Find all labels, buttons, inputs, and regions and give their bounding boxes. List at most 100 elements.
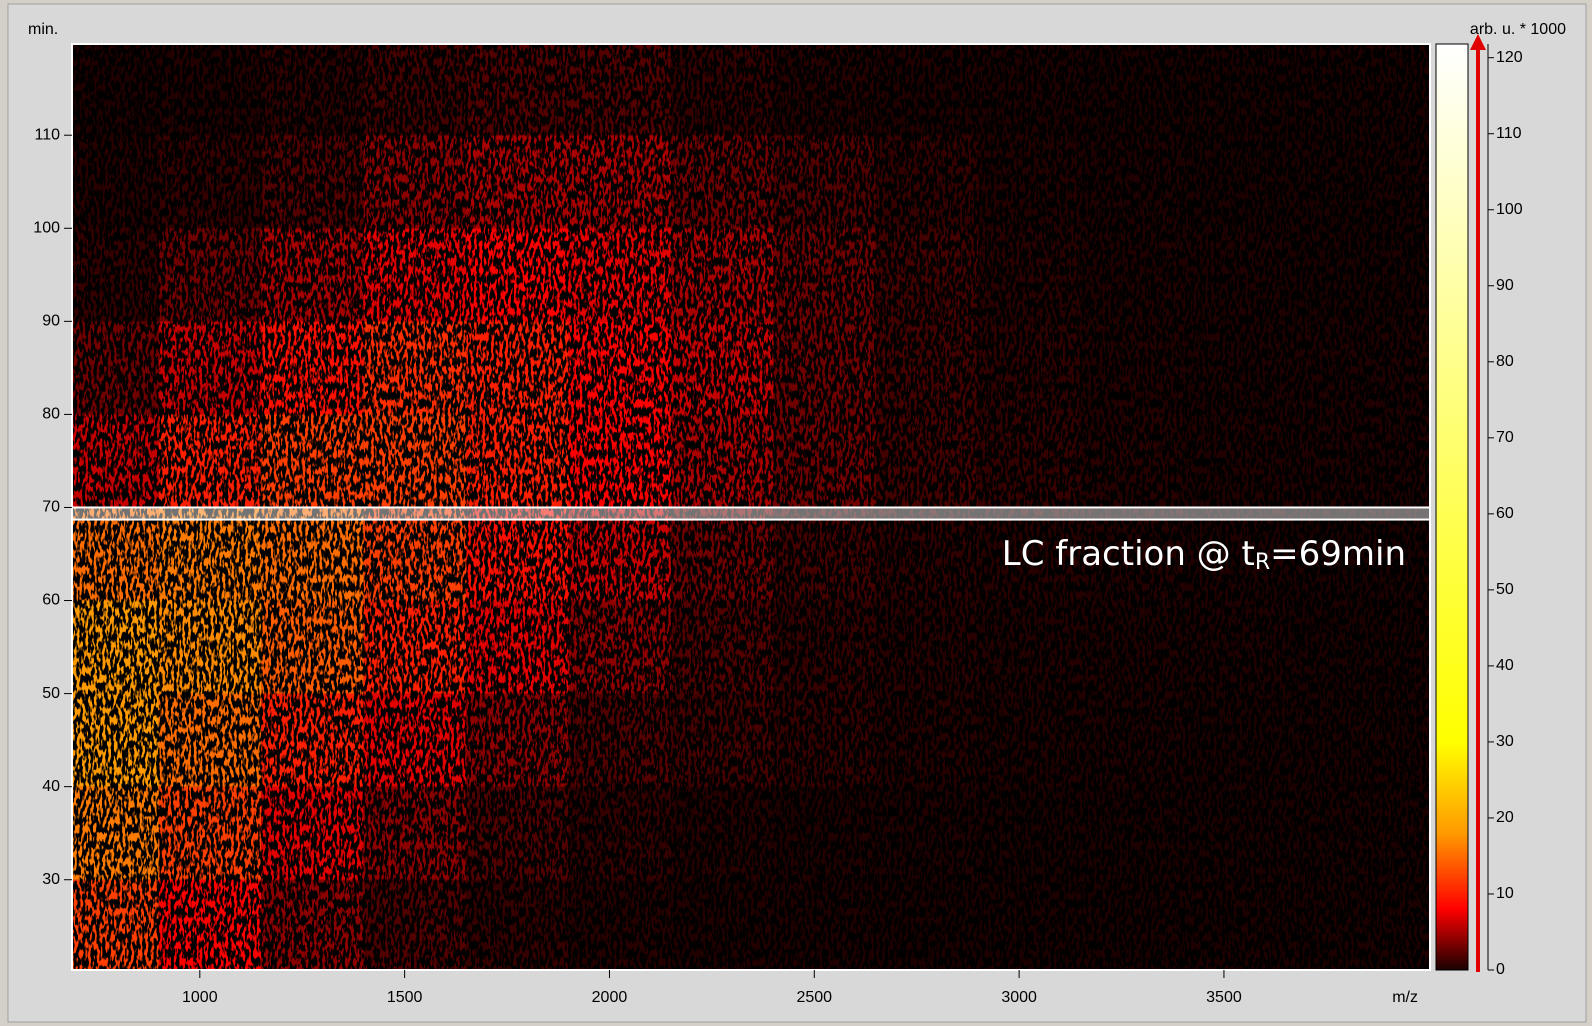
heat-cell [568,880,670,970]
heat-cell [159,694,261,787]
y-tick-label: 60 [42,592,60,609]
heat-cell [876,228,978,321]
heat-cell [159,321,261,414]
heat-cell [773,321,875,414]
heat-cell [876,507,978,600]
heat-cell [1183,694,1285,787]
heat-cell [876,787,978,880]
heat-cell [978,321,1080,414]
heat-cell [364,228,466,321]
heat-cell [978,880,1080,970]
colorbar-tick-label: 120 [1496,49,1523,66]
heat-cell [671,601,773,694]
heat-cell [466,694,568,787]
heat-cell [364,787,466,880]
heat-cell [978,694,1080,787]
heat-cell [568,44,670,135]
heat-cell [568,787,670,880]
heat-cell [773,507,875,600]
heat-cell [978,787,1080,880]
heat-cell [466,414,568,507]
heat-cell [72,44,159,135]
heat-cell [773,601,875,694]
heat-cell [568,228,670,321]
heat-cell [1081,414,1183,507]
heat-cell [261,414,363,507]
heat-cell [568,135,670,228]
heat-cell [568,601,670,694]
heat-cell [773,44,875,135]
heat-cell [671,880,773,970]
heat-cell [466,228,568,321]
x-axis-label: m/z [1392,989,1418,1006]
heat-cell [1081,601,1183,694]
heat-cell [1285,787,1430,880]
x-tick-label: 3500 [1206,989,1242,1006]
heat-cell [876,321,978,414]
heat-cell [72,507,159,600]
heat-cell [1285,228,1430,321]
heat-cell [773,880,875,970]
heat-cell [159,135,261,228]
heat-cell [876,414,978,507]
heat-cell [773,414,875,507]
heat-cell [1285,44,1430,135]
heat-cell [568,414,670,507]
heat-cell [364,414,466,507]
heat-cell [978,228,1080,321]
heat-cell [159,507,261,600]
heat-cell [364,321,466,414]
colorbar-tick-label: 110 [1496,125,1522,142]
heat-cell [1183,321,1285,414]
heat-cell [72,694,159,787]
heat-cell [261,507,363,600]
heat-cell [1081,880,1183,970]
x-tick-label: 1500 [387,989,423,1006]
heat-cell [261,880,363,970]
x-tick-label: 2500 [796,989,832,1006]
heat-cell [466,601,568,694]
colorbar-tick-label: 90 [1496,277,1514,294]
heat-cell [1183,414,1285,507]
x-tick-label: 2000 [592,989,628,1006]
annotation-part: R [1255,550,1270,575]
heat-cell [466,787,568,880]
heat-cell [72,414,159,507]
heat-cell [466,44,568,135]
heat-cell [72,787,159,880]
y-tick-label: 30 [42,871,60,888]
annotation-part: LC fraction @ t [1002,534,1255,574]
heat-cell [671,694,773,787]
heat-cell [978,414,1080,507]
x-tick-label: 3000 [1001,989,1037,1006]
heat-cell [364,135,466,228]
heat-cell [1081,321,1183,414]
colorbar-tick-label: 30 [1496,733,1514,750]
heat-cell [72,135,159,228]
y-tick-label: 40 [42,778,60,795]
heat-cell [364,44,466,135]
annotation: LC fraction @ tR=69min [1002,534,1406,576]
heat-cell [261,44,363,135]
heat-cell [568,694,670,787]
heat-cell [1183,44,1285,135]
heat-cell [466,321,568,414]
colorbar [1436,44,1468,970]
colorbar-tick-label: 50 [1496,581,1514,598]
heat-cell [773,135,875,228]
heat-cell [671,228,773,321]
heat-cell [1285,414,1430,507]
heat-cell [671,135,773,228]
heat-cell [671,507,773,600]
heat-cell [261,601,363,694]
colorbar-label: arb. u. * 1000 [1470,21,1566,38]
heat-cell [466,880,568,970]
heat-cell [671,321,773,414]
heat-cell [364,507,466,600]
heat-cell [671,414,773,507]
heat-cell [159,601,261,694]
heat-cell [671,44,773,135]
colorbar-tick-label: 20 [1496,809,1514,826]
heat-cell [773,787,875,880]
heat-cell [261,787,363,880]
